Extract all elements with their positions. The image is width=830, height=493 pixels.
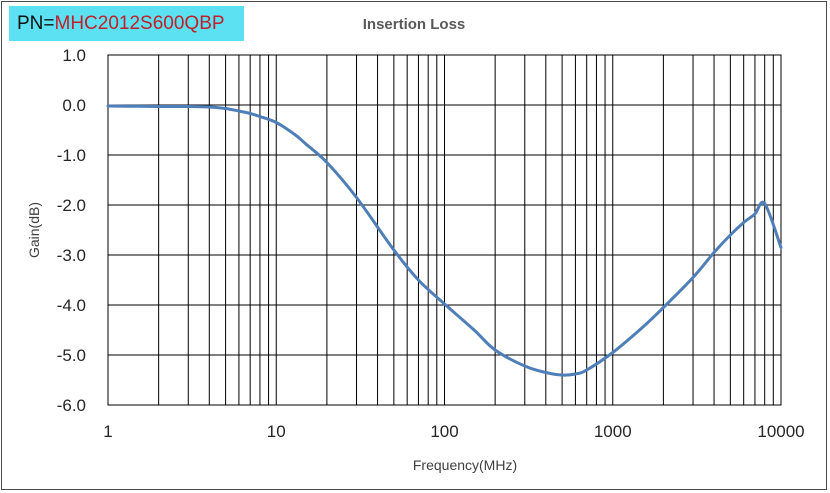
x-axis-label: Frequency(MHz) bbox=[413, 457, 517, 473]
part-number-label: PN=MHC2012S600QBP bbox=[9, 6, 244, 41]
y-axis-ticks: 1.0 0.0 -1.0 -2.0 -3.0 -4.0 -5.0 -6.0 bbox=[57, 46, 86, 415]
x-axis-ticks: 1 10 100 1000 10000 bbox=[103, 422, 804, 441]
series-line bbox=[106, 104, 783, 377]
y-tick-label: -2.0 bbox=[57, 196, 86, 215]
y-tick-label: -4.0 bbox=[57, 296, 86, 315]
x-tick-label: 1 bbox=[103, 422, 112, 441]
x-tick-label: 100 bbox=[430, 422, 458, 441]
x-tick-label: 1000 bbox=[594, 422, 632, 441]
chart-title: Insertion Loss bbox=[363, 16, 466, 33]
grid bbox=[107, 54, 782, 406]
x-tick-label: 10 bbox=[267, 422, 286, 441]
part-number-prefix: PN= bbox=[17, 13, 55, 34]
y-tick-label: -3.0 bbox=[57, 246, 86, 265]
y-tick-label: -1.0 bbox=[57, 146, 86, 165]
part-number-value: MHC2012S600QBP bbox=[54, 13, 225, 34]
plot-border bbox=[107, 54, 782, 406]
y-axis-label: Gain(dB) bbox=[26, 202, 42, 258]
y-tick-label: -6.0 bbox=[57, 396, 86, 415]
y-tick-label: -5.0 bbox=[57, 346, 86, 365]
y-tick-label: 1.0 bbox=[62, 46, 86, 65]
x-tick-label: 10000 bbox=[757, 422, 804, 441]
y-tick-label: 0.0 bbox=[62, 96, 86, 115]
